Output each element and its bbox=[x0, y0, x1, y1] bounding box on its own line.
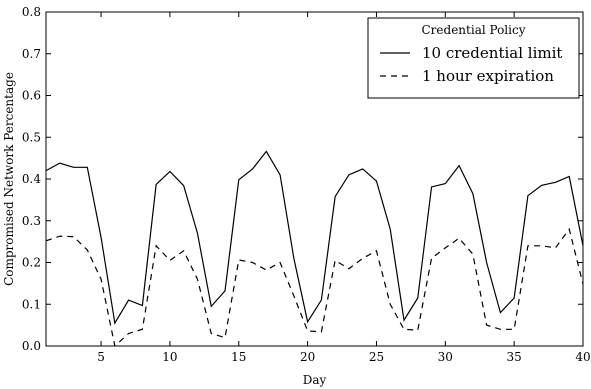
x-tick-label: 30 bbox=[438, 350, 453, 364]
series-line-1 bbox=[46, 150, 583, 325]
y-axis-label: Compromised Network Percentage bbox=[2, 72, 16, 286]
y-tick-label: 0.1 bbox=[22, 297, 41, 311]
x-tick-label: 5 bbox=[97, 350, 105, 364]
y-tick-label: 0.3 bbox=[22, 214, 41, 228]
plot-area bbox=[46, 150, 583, 346]
x-tick-label: 20 bbox=[300, 350, 315, 364]
legend-label-1: 10 credential limit bbox=[422, 44, 562, 62]
x-tick-label: 15 bbox=[231, 350, 246, 364]
y-tick-label: 0.2 bbox=[22, 256, 41, 270]
x-tick-label: 10 bbox=[162, 350, 177, 364]
legend-box bbox=[367, 17, 580, 99]
x-tick-label: 25 bbox=[369, 350, 384, 364]
x-tick-label: 35 bbox=[507, 350, 522, 364]
y-tick-label: 0.0 bbox=[22, 339, 41, 353]
legend-label-2: 1 hour expiration bbox=[422, 67, 554, 85]
axes: 5 10 15 20 25 30 35 40 0.0 0.1 0.2 0.3 0.4 0.5 0.6 0.7 0… bbox=[22, 5, 591, 364]
y-tick-label: 0.4 bbox=[22, 172, 41, 186]
series-line-2 bbox=[46, 227, 583, 346]
legend: Credential Policy 10 credential limit 1 ho… bbox=[367, 17, 580, 99]
y-tick-label: 0.5 bbox=[22, 130, 41, 144]
y-tick-label: 0.7 bbox=[22, 47, 41, 61]
x-tick-label: 40 bbox=[575, 350, 590, 364]
y-tick-label: 0.6 bbox=[22, 89, 41, 103]
y-tick-label: 0.8 bbox=[22, 5, 41, 19]
legend-title: Credential Policy bbox=[422, 23, 526, 37]
x-axis-label: Day bbox=[303, 373, 327, 387]
